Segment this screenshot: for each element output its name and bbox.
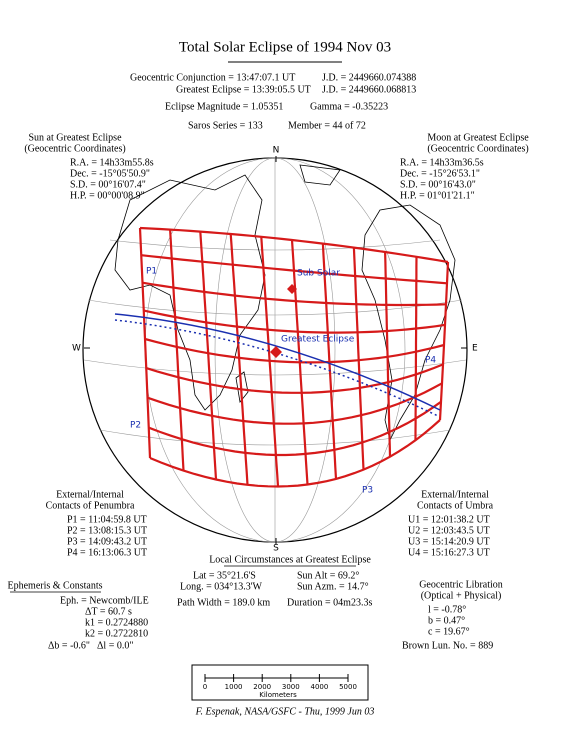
info-text: Brown Lun. No. = 889 — [402, 640, 493, 651]
scale-tick-label: 0 — [203, 683, 207, 691]
compass-label: S — [273, 544, 279, 554]
section-title: (Optical + Physical) — [421, 590, 502, 601]
block-title: Moon at Greatest Eclipse — [427, 132, 529, 143]
header-text: J.D. = 2449660.068813 — [322, 84, 416, 95]
info-text: k1 = 0.2724880 — [85, 617, 148, 628]
path-grid-line — [139, 226, 449, 264]
info-text: H.P. = 01°01'21.1" — [400, 190, 475, 201]
info-text: Sun Alt = 69.2° — [297, 570, 359, 581]
scale-box — [191, 664, 369, 701]
info-text: b = 0.47° — [428, 615, 465, 626]
header-text: J.D. = 2449660.074388 — [322, 72, 416, 83]
map-label: P3 — [362, 486, 373, 496]
compass-label: E — [472, 344, 478, 354]
path-grid-line — [414, 256, 418, 441]
info-text: P2 = 13:08:15.3 UT — [67, 525, 147, 536]
path-grid-line — [149, 419, 441, 488]
scale-unit: Kilometers — [259, 691, 297, 699]
info-text: S.D. = 00°16'43.0" — [400, 179, 476, 190]
section-title: Ephemeris & Constants — [8, 580, 103, 591]
info-text: U1 = 12:01:38.2 UT — [408, 514, 490, 525]
info-text: R.A. = 14h33m36.5s — [400, 157, 484, 168]
info-text: P1 = 11:04:59.8 UT — [67, 514, 147, 525]
info-text: Lat = 35°21.6'S — [193, 570, 256, 581]
info-text: Δb = -0.6" — [48, 640, 90, 651]
map-label: P4 — [425, 356, 436, 366]
scale-tick-label: 1000 — [225, 683, 243, 691]
info-text: ΔT = 60.7 s — [85, 606, 132, 617]
scale-tick-label: 3000 — [282, 683, 300, 691]
map-label: P1 — [146, 267, 157, 277]
scale-tick-label: 4000 — [310, 683, 328, 691]
info-text: Path Width = 189.0 km — [177, 597, 270, 608]
scale-tick-label: 2000 — [253, 683, 271, 691]
info-text: U3 = 15:14:20.9 UT — [408, 536, 490, 547]
info-text: S.D. = 00°16'07.4" — [70, 179, 146, 190]
compass-label: N — [273, 146, 280, 156]
map-label: Greatest Eclipse — [281, 335, 355, 345]
section-title: Local Circumstances at Greatest Eclipse — [209, 554, 371, 565]
compass-label: W — [72, 344, 81, 354]
info-text: H.P. = 00°00'08.9" — [70, 190, 145, 201]
header-text: Eclipse Magnitude = 1.05351 — [165, 101, 283, 112]
block-title: Contacts of Penumbra — [46, 500, 135, 511]
map-label: Sub Solar — [297, 269, 340, 279]
path-grid-line — [141, 254, 448, 285]
block-title: (Geocentric Coordinates) — [427, 143, 528, 154]
info-text: Long. = 034°13.3'W — [180, 581, 263, 592]
path-grid-line — [145, 363, 444, 394]
header-text: Member = 44 of 72 — [288, 120, 366, 131]
title: Total Solar Eclipse of 1994 Nov 03 — [179, 39, 391, 55]
info-text: U2 = 12:03:43.5 UT — [408, 525, 490, 536]
header-text: Greatest Eclipse = 13:39:05.5 UT — [176, 84, 311, 95]
block-title: External/Internal — [56, 489, 124, 500]
path-grid-line — [148, 400, 442, 457]
info-text: Eph. = Newcomb/ILE — [60, 595, 149, 606]
header-text: Gamma = -0.35223 — [310, 101, 388, 112]
info-text: Sun Azm. = 14.7° — [297, 581, 369, 592]
map-label: P2 — [130, 421, 141, 431]
info-text: Δl = 0.0" — [97, 640, 133, 651]
block-title: External/Internal — [421, 489, 489, 500]
path-grid-line — [147, 382, 443, 425]
section-title: Geocentric Libration — [419, 579, 503, 590]
header-text: Saros Series = 133 — [188, 120, 263, 131]
block-title: Sun at Greatest Eclipse — [28, 132, 122, 143]
footer: F. Espenak, NASA/GSFC - Thu, 1999 Jun 03 — [195, 706, 375, 717]
globe — [82, 157, 468, 543]
info-text: P3 = 14:09:43.2 UT — [67, 536, 147, 547]
info-text: k2 = 0.2722810 — [85, 628, 148, 639]
info-text: Dec. = -15°05'50.9" — [70, 168, 150, 179]
info-text: U4 = 15:16:27.3 UT — [408, 547, 490, 558]
block-title: (Geocentric Coordinates) — [24, 143, 125, 154]
info-text: Dec. = -15°26'53.1" — [400, 168, 480, 179]
header-text: Geocentric Conjunction = 13:47:07.1 UT — [130, 72, 295, 83]
path-grid-line — [142, 281, 447, 307]
info-text: l = -0.78° — [428, 604, 466, 615]
info-text: R.A. = 14h33m55.8s — [70, 157, 154, 168]
info-text: P4 = 16:13:06.3 UT — [67, 547, 147, 558]
path-grid-line — [144, 337, 445, 364]
info-text: c = 19.67° — [428, 626, 470, 637]
path-grid-line — [143, 309, 446, 334]
block-title: Contacts of Umbra — [417, 500, 494, 511]
scale-tick-label: 5000 — [339, 683, 357, 691]
info-text: Duration = 04m23.3s — [287, 597, 372, 608]
